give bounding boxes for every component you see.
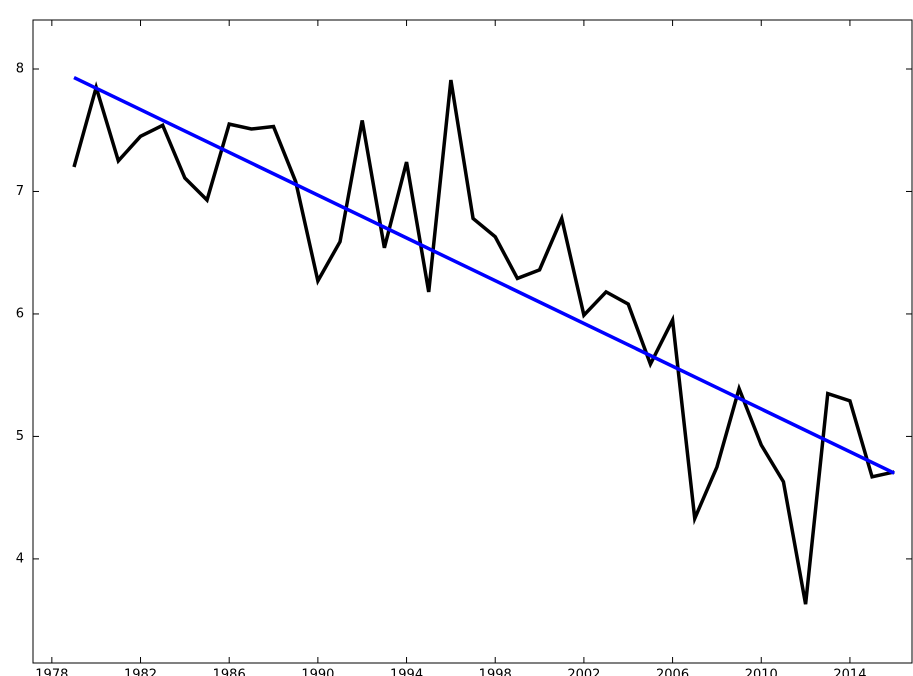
y-tick-label: 7 [16, 184, 24, 199]
plot-frame [32, 19, 913, 664]
x-tick-label: 2006 [656, 668, 689, 676]
x-tick-label: 1998 [479, 668, 512, 676]
data-line [72, 79, 895, 605]
x-tick-label: 1978 [35, 668, 68, 676]
y-tick-label: 4 [16, 551, 24, 566]
x-tick-label: 2014 [833, 668, 866, 676]
y-tick-label: 8 [16, 61, 24, 76]
x-tick-label: 2010 [745, 668, 778, 676]
y-tick-label: 5 [16, 429, 24, 444]
y-tick-label: 6 [16, 306, 24, 321]
x-tick-label: 1994 [390, 668, 423, 676]
x-tick-label: 1982 [124, 668, 157, 676]
data-line [73, 75, 896, 475]
x-tick-label: 1990 [301, 668, 334, 676]
x-tick-label: 2002 [567, 668, 600, 676]
x-tick-label: 1986 [213, 668, 246, 676]
